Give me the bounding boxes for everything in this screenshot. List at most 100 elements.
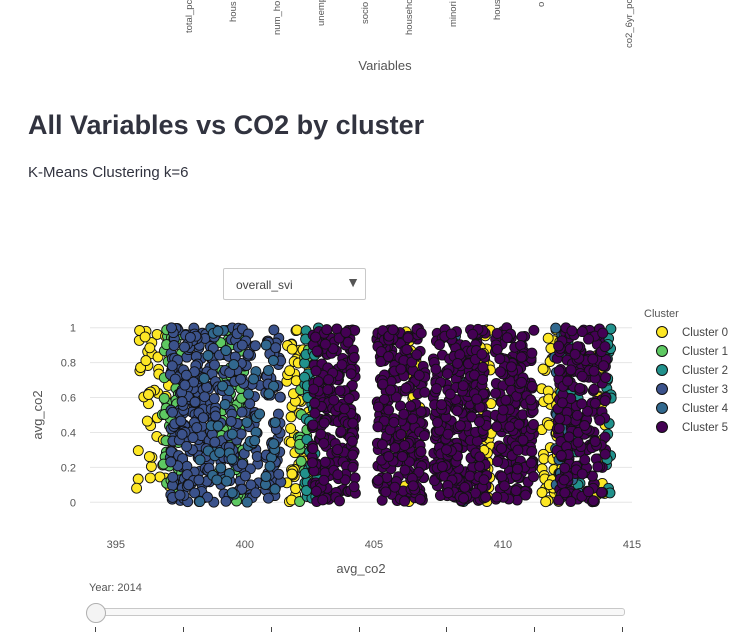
scatter-point — [477, 361, 489, 373]
scatter-point — [308, 383, 320, 395]
scatter-point — [217, 380, 229, 392]
slider-handle[interactable] — [86, 603, 106, 623]
scatter-point — [236, 483, 248, 495]
scatter-point — [559, 462, 571, 474]
y-tick-label: 0.2 — [61, 462, 76, 474]
scatter-point — [263, 364, 274, 376]
scatter-point — [441, 444, 452, 456]
scatter-point — [236, 339, 248, 351]
scatter-point — [340, 326, 352, 338]
scatter-point — [592, 461, 604, 473]
scatter-point — [553, 340, 565, 352]
scatter-point — [395, 363, 407, 375]
scatter-point — [226, 428, 238, 440]
year-slider[interactable]: Year: 2014 — [0, 578, 749, 632]
scatter-point — [318, 417, 330, 429]
scatter-point — [418, 430, 430, 442]
scatter-point — [477, 374, 489, 385]
scatter-point — [334, 385, 346, 397]
x-tick-label: 405 — [365, 539, 383, 551]
scatter-point — [574, 382, 586, 394]
scatter-point — [563, 431, 575, 443]
legend-label: Cluster 2 — [682, 365, 728, 377]
slider-track[interactable] — [95, 608, 625, 616]
y-tick-label: 0.4 — [61, 427, 76, 439]
scatter-point — [199, 391, 211, 403]
scatter-point — [597, 327, 609, 339]
scatter-point — [442, 428, 454, 440]
scatter-point — [405, 400, 416, 412]
scatter-point — [375, 356, 387, 368]
scatter-point — [419, 386, 431, 398]
scatter-point — [225, 415, 237, 427]
scatter-point — [555, 450, 567, 461]
scatter-point — [191, 422, 203, 434]
legend-marker — [656, 345, 668, 357]
scatter-point — [402, 332, 414, 344]
variable-dropdown[interactable]: overall_svi ▼ — [223, 268, 366, 300]
x-tick-label: 410 — [494, 539, 512, 551]
scatter-point — [562, 375, 574, 387]
scatter-point — [321, 324, 333, 336]
scatter-point — [436, 461, 448, 472]
scatter-point — [317, 494, 329, 506]
scatter-point — [396, 451, 408, 462]
scatter-point — [474, 416, 485, 428]
scatter-point — [323, 374, 335, 386]
scatter-point — [491, 491, 503, 503]
slider-tick — [95, 627, 96, 632]
scatter-point — [459, 481, 471, 493]
scatter-point — [307, 419, 319, 431]
legend-marker — [656, 383, 668, 395]
scatter-point — [496, 471, 508, 483]
scatter-point — [322, 384, 334, 396]
scatter-point — [260, 339, 272, 351]
top-axis-tick-label: o — [536, 1, 547, 7]
scatter-point — [310, 485, 322, 497]
y-tick-label: 1 — [70, 323, 76, 335]
scatter-point — [241, 416, 253, 428]
scatter-point — [342, 336, 354, 348]
scatter-point — [599, 395, 611, 407]
scatter-point — [383, 404, 395, 416]
scatter-point — [241, 496, 253, 508]
scatter-point — [250, 487, 262, 499]
scatter-point — [583, 333, 594, 345]
scatter-point — [167, 406, 178, 418]
scatter-point — [378, 393, 390, 405]
scatter-point — [349, 324, 361, 336]
scatter-point — [387, 324, 399, 336]
scatter-point — [189, 396, 201, 408]
legend-label: Cluster 5 — [682, 422, 728, 434]
scatter-point — [244, 398, 256, 410]
scatter-point — [499, 480, 510, 492]
scatter-point — [269, 417, 281, 428]
scatter-point — [596, 486, 608, 498]
scatter-point — [464, 470, 476, 482]
scatter-point — [328, 394, 340, 406]
scatter-point — [346, 380, 358, 391]
top-axis-tick-label: num_ho — [272, 0, 283, 35]
scatter-point — [270, 342, 282, 354]
legend-title: Cluster — [644, 308, 679, 320]
scatter-point — [268, 438, 280, 450]
scatter-point — [295, 455, 307, 467]
scatter-point — [451, 405, 463, 417]
scatter-point — [251, 451, 263, 462]
legend-marker — [656, 364, 668, 376]
scatter-point — [452, 357, 463, 369]
scatter-point — [343, 393, 355, 405]
scatter-point — [415, 446, 427, 458]
scatter-point — [347, 417, 359, 429]
top-axis-tick-label: total_pc — [184, 0, 195, 33]
scatter-point — [576, 398, 588, 410]
scatter-chart[interactable]: 0 0.2 0.4 0.6 0.8 1 395 400 405 410 415 avg_co2 avg_… — [0, 300, 749, 580]
scatter-point — [214, 447, 226, 458]
scatter-point — [516, 351, 527, 363]
scatter-point — [550, 322, 562, 334]
scatter-point — [572, 436, 584, 448]
scatter-point — [269, 483, 281, 495]
scatter-point — [441, 368, 453, 380]
scatter-point — [310, 331, 321, 343]
scatter-point — [582, 405, 593, 417]
